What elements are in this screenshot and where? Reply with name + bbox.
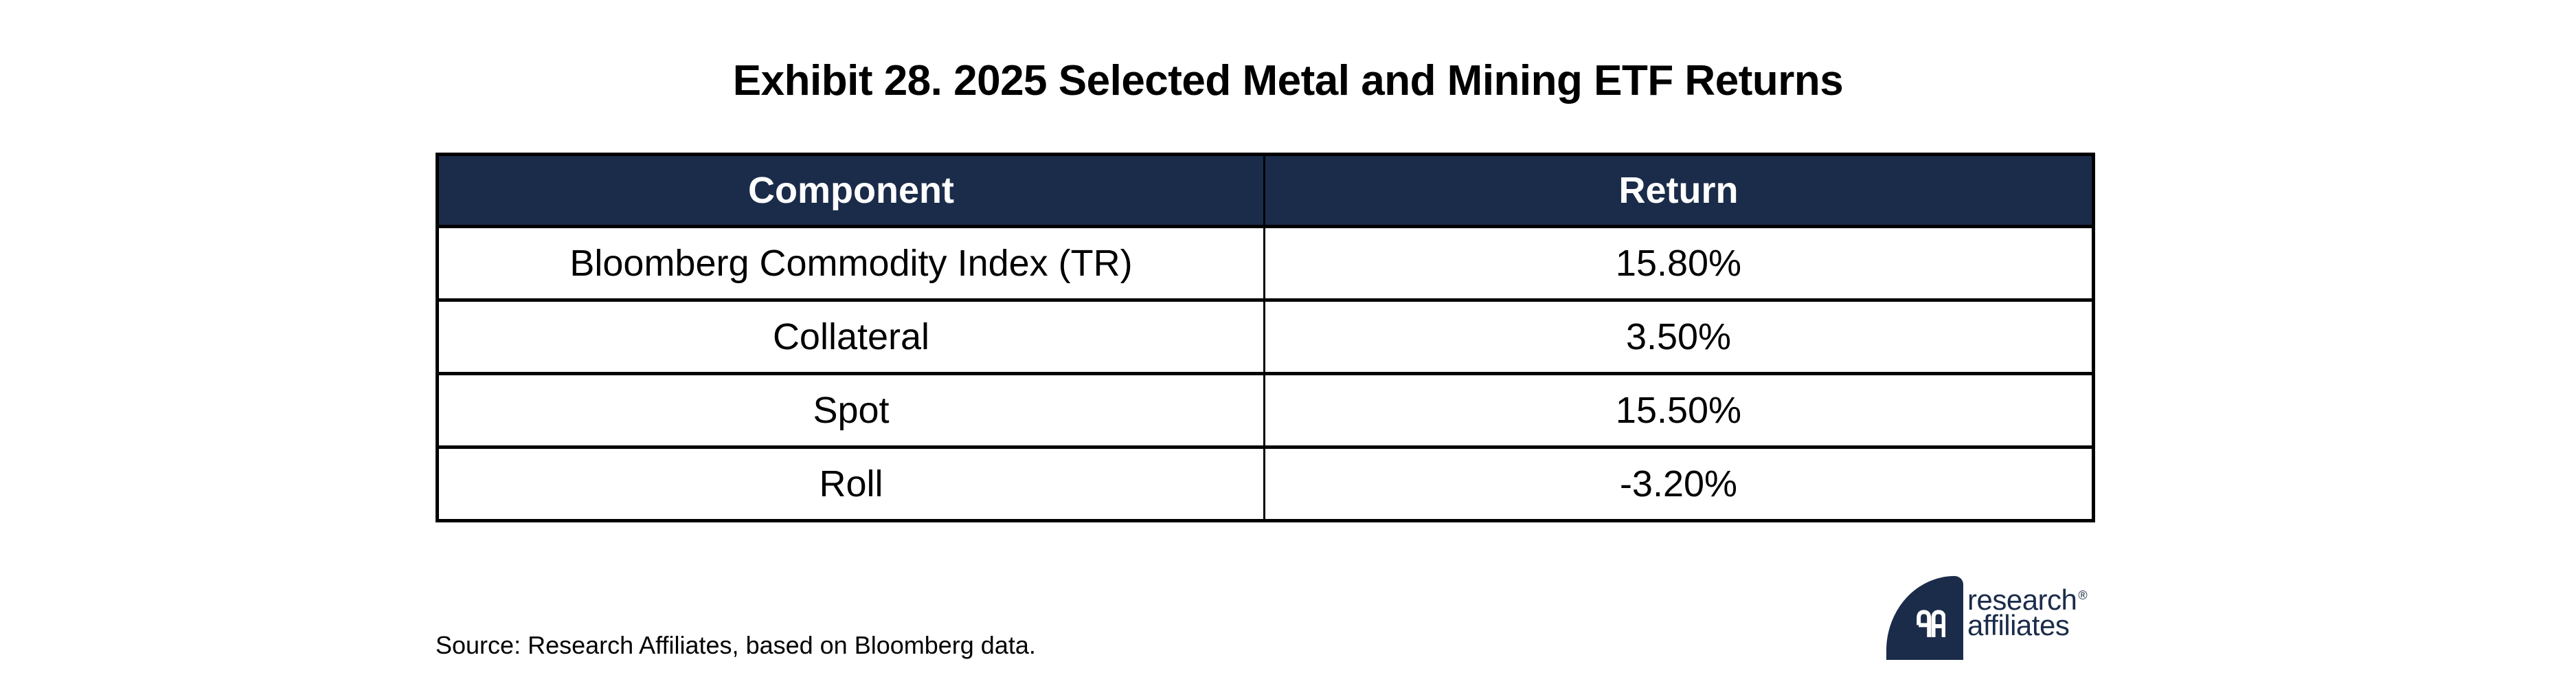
header-row: Component Return [437,154,2094,227]
logo-wordmark: research ® affiliates [1967,584,2088,641]
column-header-return: Return [1263,154,2094,227]
cell-return: 15.50% [1263,373,2094,447]
cell-component: Bloomberg Commodity Index (TR) [437,226,1265,300]
cell-return: -3.20% [1263,447,2094,521]
column-header-component: Component [437,154,1265,227]
cell-return: 15.80% [1263,226,2094,300]
cell-return: 3.50% [1263,300,2094,374]
exhibit-title: Exhibit 28. 2025 Selected Metal and Mini… [732,57,1844,104]
logo-wordmark-line2: affiliates [1967,609,2070,641]
logo-mark [1886,576,1963,660]
research-affiliates-logo: research ® affiliates [1886,576,2092,661]
table-header: Component Return [437,154,2094,227]
logo-wordmark-line1: research [1967,584,2077,616]
source-note: Source: Research Affiliates, based on Bl… [436,631,1036,659]
cell-component: Spot [437,373,1265,447]
table-row: Roll -3.20% [437,447,2094,521]
ra-monogram-icon [1917,610,1945,637]
registered-trademark-icon: ® [2078,588,2088,602]
table-row: Bloomberg Commodity Index (TR) 15.80% [437,226,2094,300]
table-row: Collateral 3.50% [437,300,2094,374]
table-row: Spot 15.50% [437,373,2094,447]
cell-component: Collateral [437,300,1265,374]
returns-table: Component Return Bloomberg Commodity Ind… [436,153,2095,522]
cell-component: Roll [437,447,1265,521]
